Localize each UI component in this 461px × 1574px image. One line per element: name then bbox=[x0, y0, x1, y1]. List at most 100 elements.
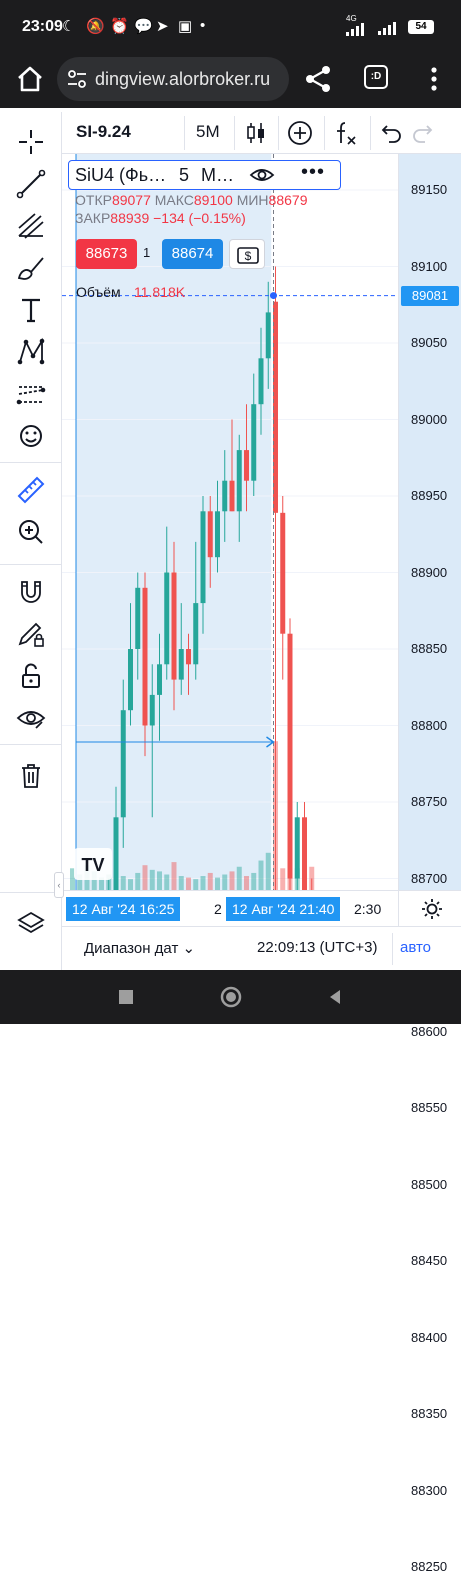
candle-body bbox=[215, 511, 220, 558]
volume-bar bbox=[215, 877, 220, 890]
legend-more-icon[interactable]: ••• bbox=[301, 161, 326, 183]
add-indicator-icon[interactable] bbox=[284, 117, 316, 149]
low-label: МИН bbox=[236, 192, 269, 208]
quantity[interactable]: 1 bbox=[143, 245, 151, 260]
time-tag-right: 12 Авг '24 21:40 bbox=[226, 897, 341, 921]
back-icon[interactable] bbox=[322, 984, 348, 1010]
undo-icon[interactable] bbox=[374, 117, 406, 149]
price-scale[interactable]: 89150 89100 89050 89000 88950 88900 88850 88800… bbox=[398, 154, 461, 1574]
time-label-tail: 2:30 bbox=[354, 901, 382, 917]
collapse-toolbar-icon[interactable]: ‹ bbox=[54, 872, 64, 898]
price-label: 89150 bbox=[411, 182, 448, 197]
open-value: 89077 bbox=[111, 192, 151, 208]
brush-icon[interactable] bbox=[11, 248, 51, 288]
magnet-icon[interactable] bbox=[11, 572, 51, 612]
tabs-button[interactable]: :D bbox=[364, 65, 388, 89]
buy-button[interactable]: 88674 bbox=[162, 239, 223, 269]
price-label: 88850 bbox=[411, 641, 448, 656]
sell-button[interactable]: 88673 bbox=[76, 239, 137, 269]
url-bar[interactable]: dingview.alorbroker.ru bbox=[57, 57, 289, 101]
volume-bar bbox=[171, 862, 177, 890]
volume-bar bbox=[142, 865, 148, 890]
fx-icon[interactable] bbox=[330, 117, 362, 149]
candle-body bbox=[294, 817, 300, 879]
interval-button[interactable]: 5M bbox=[196, 122, 220, 141]
site-settings-icon[interactable] bbox=[67, 70, 87, 88]
volume-bar bbox=[280, 868, 286, 890]
volume-bar bbox=[258, 860, 264, 890]
eye-icon[interactable] bbox=[249, 163, 275, 187]
high-label: МАКС bbox=[154, 192, 194, 208]
legend-interval: 5 bbox=[179, 165, 190, 185]
symbol-legend[interactable]: SiU4 (Фь… 5 М… ••• bbox=[68, 160, 341, 190]
unlock-icon[interactable] bbox=[11, 656, 51, 696]
ruler-icon[interactable] bbox=[11, 470, 51, 510]
share-icon[interactable] bbox=[302, 63, 334, 95]
candle-body bbox=[157, 664, 162, 695]
svg-text:$: $ bbox=[245, 249, 252, 263]
crosshair-price-tag: 89081 bbox=[401, 285, 459, 306]
candle-body bbox=[186, 649, 191, 665]
candlestick-chart[interactable]: TV bbox=[62, 154, 398, 890]
fib-icon[interactable] bbox=[11, 206, 51, 246]
volume-bar bbox=[193, 879, 199, 890]
candle-body bbox=[287, 633, 293, 879]
price-label: 88800 bbox=[411, 717, 448, 733]
volume-bar bbox=[70, 868, 75, 890]
recents-icon[interactable] bbox=[113, 984, 139, 1010]
candle-body bbox=[200, 511, 206, 604]
price-label: 88900 bbox=[411, 564, 448, 580]
volume-bar bbox=[222, 874, 228, 890]
volume-bar bbox=[200, 876, 206, 890]
home-nav-icon[interactable] bbox=[218, 984, 244, 1010]
candle-body bbox=[236, 450, 242, 512]
volume-bar bbox=[236, 866, 242, 890]
time-axis[interactable]: 12 Авг '24 16:25 2 12 Авг '24 21:40 2:30 bbox=[62, 890, 461, 927]
redo-icon[interactable] bbox=[408, 117, 440, 149]
eye-icon[interactable] bbox=[11, 698, 51, 738]
lock-draw-icon[interactable] bbox=[11, 614, 51, 654]
candles-icon[interactable] bbox=[240, 117, 272, 149]
candle-body bbox=[120, 710, 126, 818]
low-value: 88679 bbox=[268, 192, 308, 208]
layers-icon[interactable] bbox=[11, 904, 51, 944]
volume-bar bbox=[265, 852, 271, 890]
zoom-icon[interactable] bbox=[11, 512, 51, 552]
candle-body bbox=[178, 649, 184, 680]
volume-bar bbox=[309, 866, 315, 890]
candle-body bbox=[302, 817, 307, 890]
price-label: 88950 bbox=[411, 488, 448, 503]
date-range-button[interactable]: Диапазон дат ⌄ bbox=[84, 939, 195, 957]
time-label-partial: 2 bbox=[214, 901, 222, 917]
trendline-icon[interactable] bbox=[11, 164, 51, 204]
gear-icon[interactable] bbox=[418, 895, 446, 923]
volume-bar bbox=[186, 877, 191, 890]
ohlc-row-2: ЗАКР88939 −134 (−0.15%) bbox=[75, 210, 246, 226]
trash-icon[interactable] bbox=[11, 756, 51, 796]
order-button[interactable]: $ bbox=[229, 239, 265, 269]
crosshair-icon[interactable] bbox=[11, 122, 51, 162]
status-time: 23:09 bbox=[22, 18, 63, 35]
emoji-icon[interactable] bbox=[11, 416, 51, 456]
volume-value: 11.818K bbox=[134, 284, 186, 300]
home-icon[interactable] bbox=[14, 63, 46, 95]
forecast-icon[interactable] bbox=[11, 374, 51, 414]
battery-icon: 54 bbox=[408, 20, 434, 34]
candle-body bbox=[113, 817, 119, 890]
candle-body bbox=[171, 572, 177, 680]
price-label: 88550 bbox=[411, 1100, 448, 1115]
measure-arrowhead bbox=[266, 736, 275, 748]
price-label: 88250 bbox=[411, 1559, 448, 1574]
clock[interactable]: 22:09:13 (UTC+3) bbox=[257, 939, 378, 956]
moon-icon: ☾ bbox=[62, 18, 76, 35]
chart-area[interactable]: TV bbox=[62, 154, 398, 890]
status-bar: 23:09 ☾ 🔕 ⏰ 💬 ➤ ▣ • 4G 54 bbox=[0, 0, 461, 52]
text-icon[interactable] bbox=[11, 290, 51, 330]
open-label: ОТКР bbox=[75, 192, 112, 208]
symbol-button[interactable]: SI-9.24 bbox=[76, 122, 131, 141]
more-menu-icon[interactable] bbox=[424, 63, 444, 95]
legend-exchange: М… bbox=[201, 165, 234, 185]
auto-scale-button[interactable]: авто bbox=[400, 939, 432, 956]
close-label: ЗАКР bbox=[75, 210, 111, 226]
pattern-icon[interactable] bbox=[11, 332, 51, 372]
